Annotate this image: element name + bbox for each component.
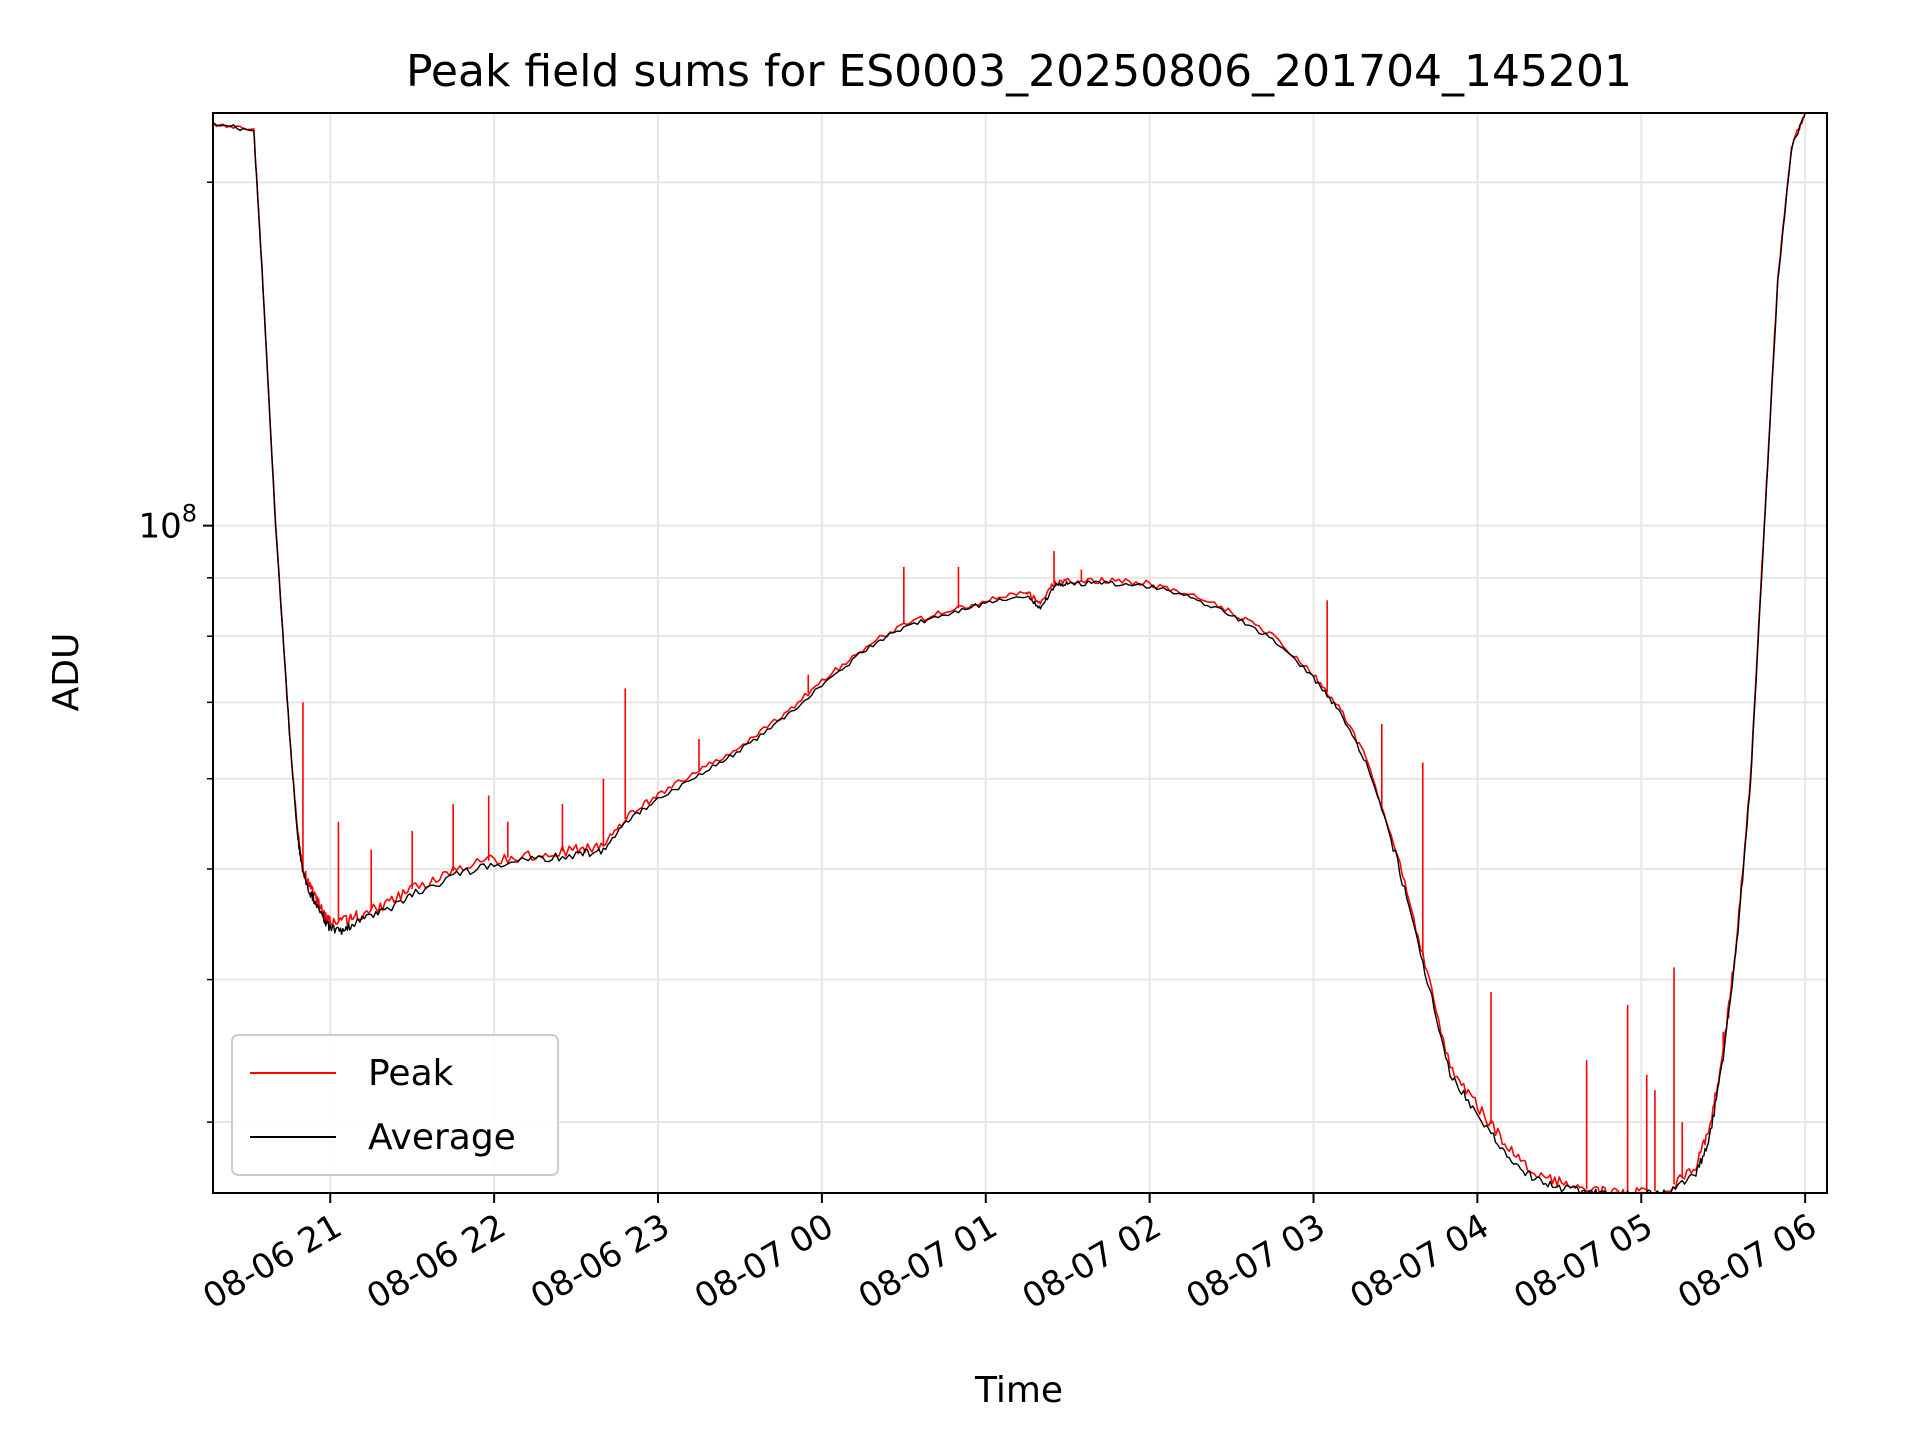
x-axis-label: Time — [974, 1370, 1063, 1411]
legend-box — [231, 1034, 559, 1176]
y-tick-exponent: 8 — [182, 500, 197, 528]
grid-lines — [213, 113, 1827, 1193]
x-tick-label: 08-07 00 — [688, 1206, 840, 1317]
chart-title: Peak field sums for ES0003_20250806_2017… — [406, 46, 1632, 97]
x-tick-label: 08-06 23 — [524, 1206, 676, 1317]
series-average — [213, 113, 1806, 1193]
legend-label-peak: Peak — [368, 1053, 454, 1094]
series-peak — [213, 113, 1806, 1193]
x-tick-label: 08-07 05 — [1507, 1206, 1659, 1317]
legend: Peak Average — [231, 1034, 559, 1176]
y-tick-base: 10 — [138, 507, 181, 547]
x-tick-label: 08-06 22 — [360, 1206, 512, 1317]
x-tick-label: 08-07 04 — [1344, 1206, 1496, 1317]
x-tick-label: 08-07 01 — [852, 1206, 1004, 1317]
x-tick-label: 08-07 06 — [1671, 1206, 1823, 1317]
y-axis-label: ADU — [46, 633, 87, 712]
series-layer — [213, 113, 1806, 1193]
legend-label-average: Average — [368, 1117, 516, 1158]
series-line-average — [213, 113, 1806, 1193]
x-tick-label: 08-07 02 — [1016, 1206, 1168, 1317]
plot-frame — [212, 112, 1828, 1194]
x-tick-label: 08-07 03 — [1180, 1206, 1332, 1317]
x-tick-label: 08-06 21 — [196, 1206, 348, 1317]
y-tick-label: 108 — [138, 500, 197, 547]
